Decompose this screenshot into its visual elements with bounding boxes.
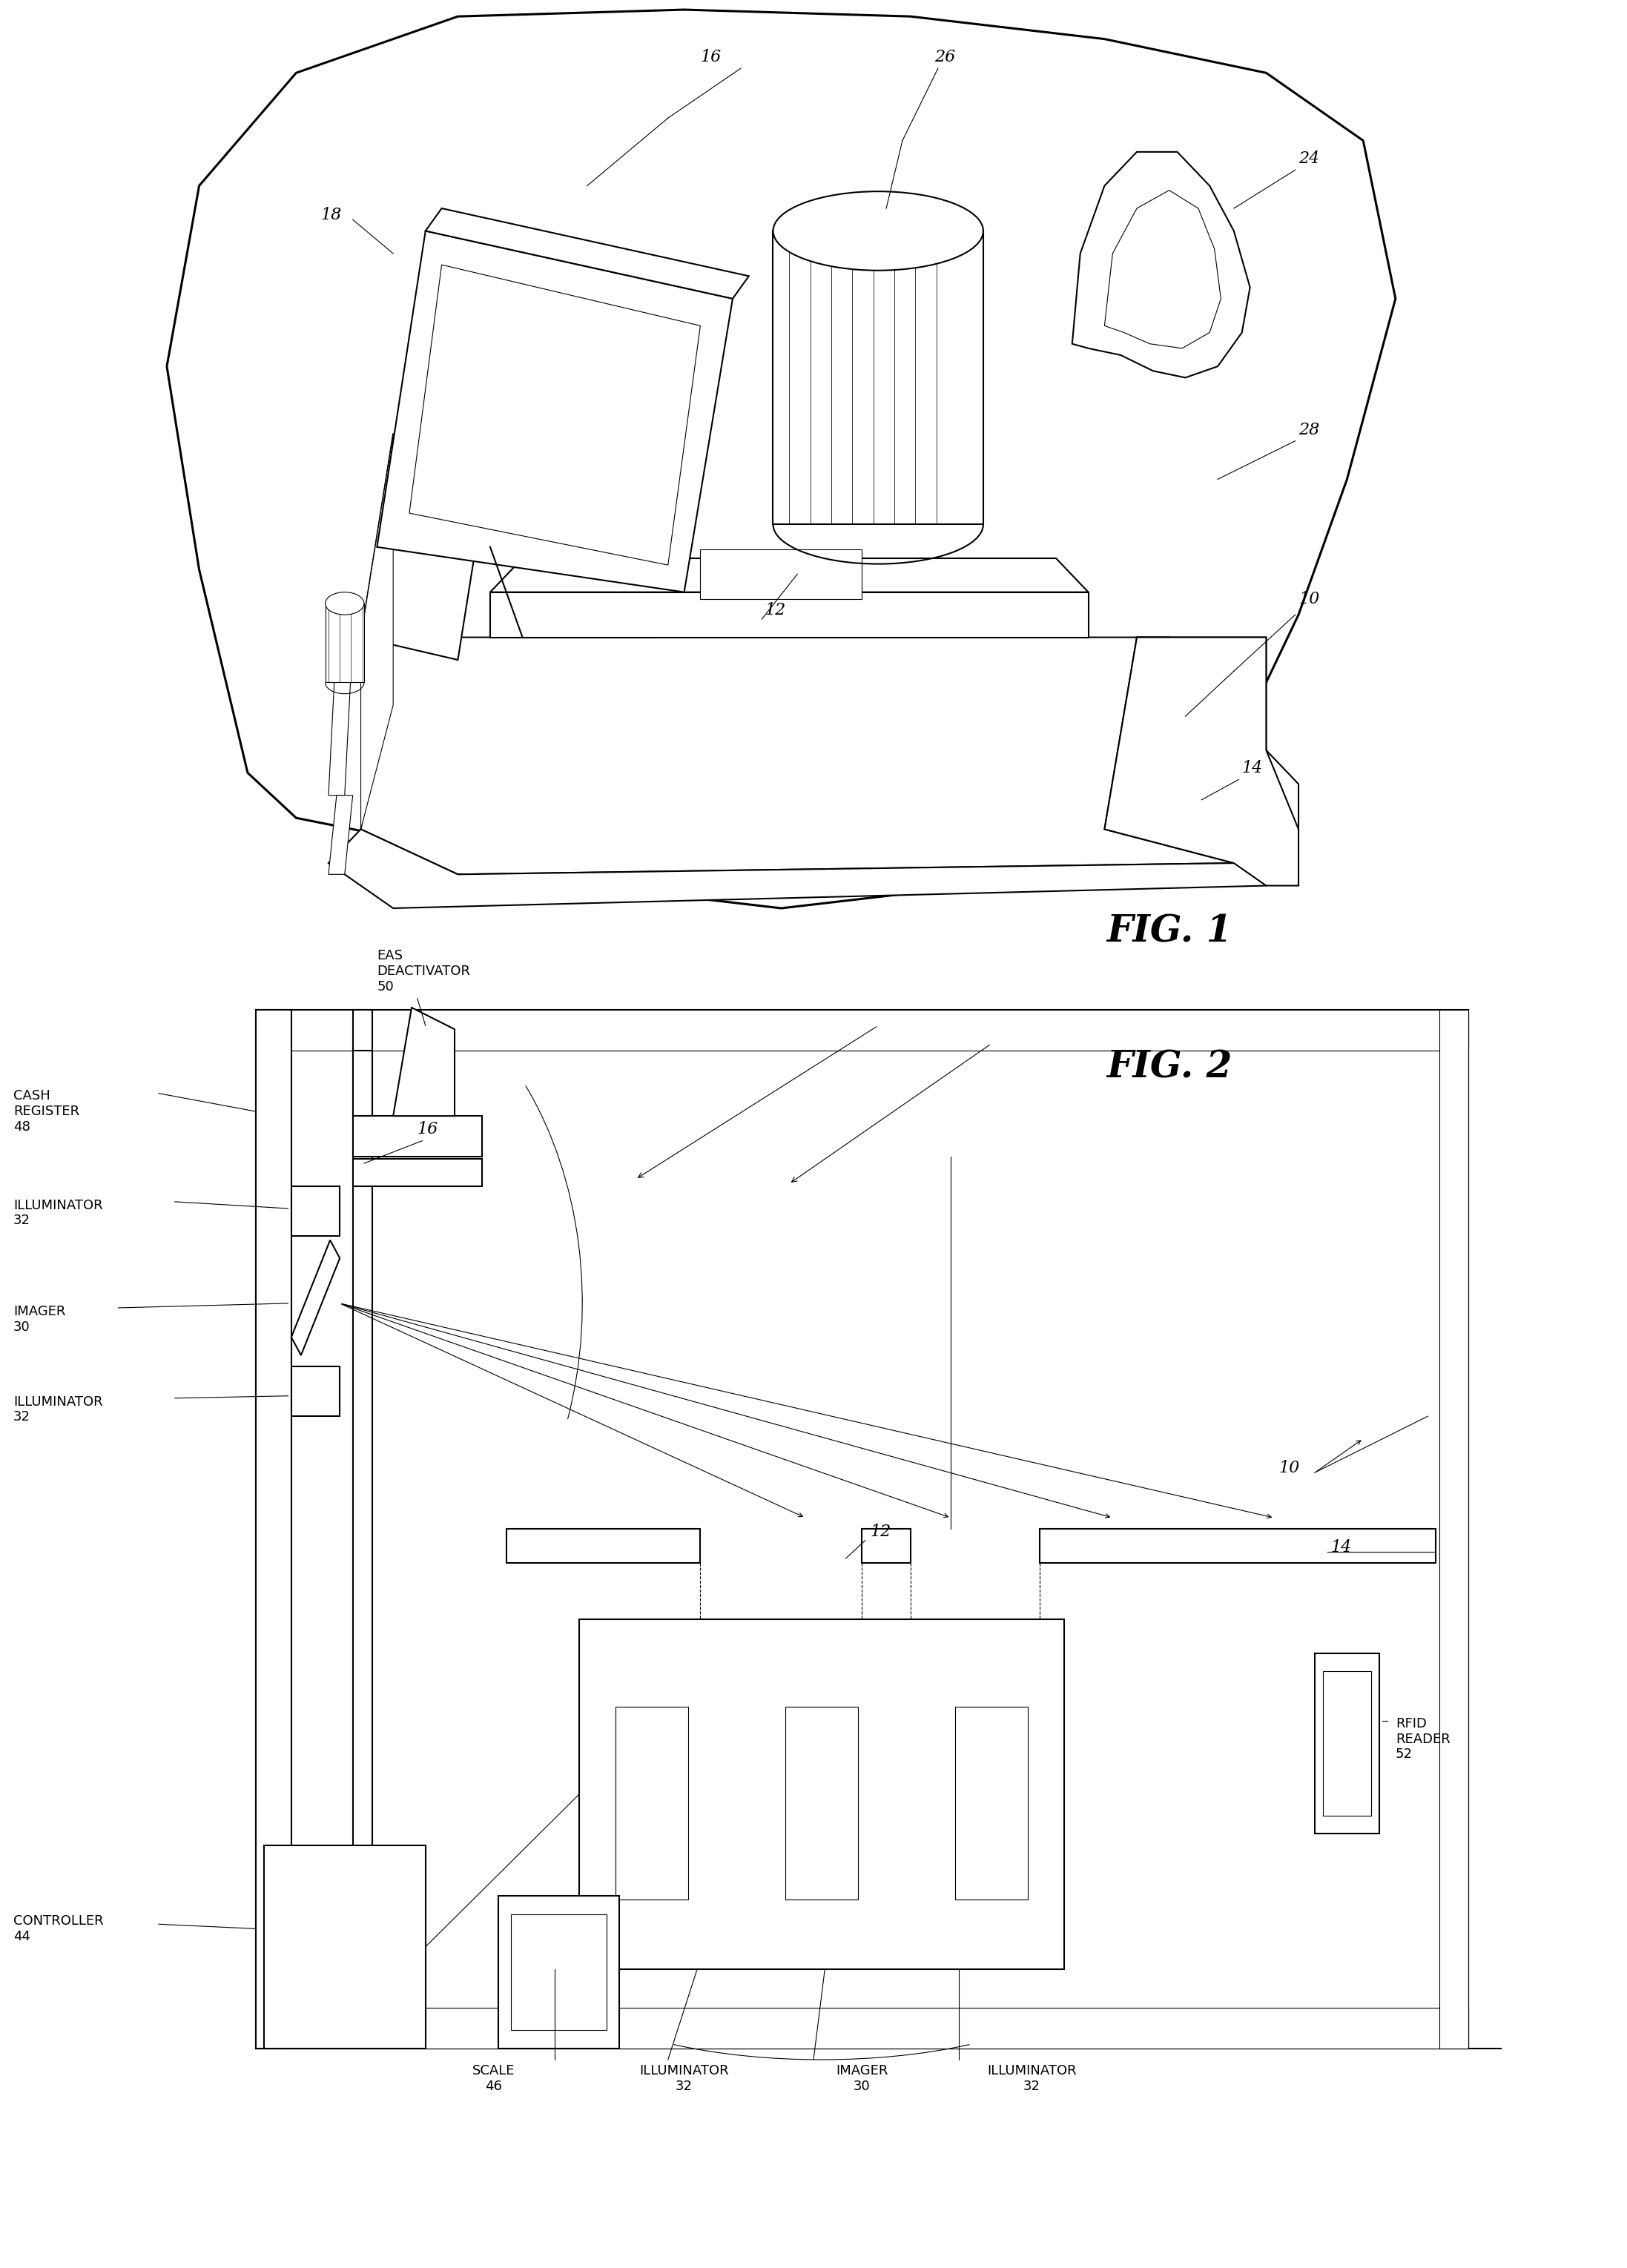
Polygon shape [1072, 152, 1250, 379]
Bar [255, 2007, 1468, 2048]
Polygon shape [329, 796, 353, 875]
Text: CASH
REGISTER
48: CASH REGISTER 48 [13, 1089, 80, 1134]
PathPatch shape [255, 2007, 1468, 2048]
Bar [1040, 1529, 1437, 1563]
PathPatch shape [955, 1708, 1028, 1898]
PathPatch shape [291, 1186, 340, 1236]
PathPatch shape [353, 1050, 373, 1116]
Bar [255, 1009, 1468, 1050]
Text: 10: 10 [1298, 592, 1319, 608]
Polygon shape [773, 231, 983, 524]
PathPatch shape [506, 1529, 700, 1563]
Text: 14: 14 [1241, 760, 1263, 776]
Polygon shape [490, 592, 1088, 637]
Text: 14: 14 [1331, 1540, 1352, 1556]
Text: 18: 18 [321, 206, 342, 222]
Text: 12: 12 [765, 601, 786, 619]
PathPatch shape [1440, 1009, 1468, 2048]
Polygon shape [1105, 637, 1266, 864]
Text: 10: 10 [1279, 1461, 1300, 1476]
Bar [255, 1009, 1468, 2048]
Text: ILLUMINATOR
32: ILLUMINATOR 32 [13, 1395, 103, 1424]
Text: CONTROLLER
44: CONTROLLER 44 [13, 1914, 104, 1944]
Polygon shape [361, 433, 394, 830]
Text: SCALE
46: SCALE 46 [472, 2064, 514, 2093]
PathPatch shape [410, 265, 700, 565]
Polygon shape [410, 265, 700, 565]
Text: 28: 28 [1298, 422, 1319, 438]
Text: 24: 24 [1298, 150, 1319, 168]
Polygon shape [490, 558, 1088, 592]
PathPatch shape [291, 1368, 340, 1415]
PathPatch shape [394, 1007, 454, 1116]
Bar [1315, 1653, 1380, 1835]
Text: IMAGER
30: IMAGER 30 [836, 2064, 888, 2093]
Text: 16: 16 [418, 1120, 438, 1139]
PathPatch shape [615, 1708, 688, 1898]
Bar [291, 1368, 340, 1415]
Polygon shape [329, 637, 353, 796]
Bar [353, 1116, 482, 1157]
Ellipse shape [773, 191, 983, 270]
Text: EAS
DEACTIVATOR
50: EAS DEACTIVATOR 50 [377, 950, 470, 993]
Text: 16: 16 [700, 50, 721, 66]
PathPatch shape [353, 1116, 482, 1157]
Bar [353, 1159, 482, 1186]
Text: 26: 26 [936, 50, 955, 66]
Polygon shape [361, 433, 490, 660]
Polygon shape [426, 209, 748, 299]
Text: IMAGER
30: IMAGER 30 [13, 1304, 65, 1334]
Bar [291, 1186, 340, 1236]
PathPatch shape [490, 558, 1088, 592]
Text: FIG. 1: FIG. 1 [1106, 914, 1232, 950]
Bar [615, 1708, 688, 1898]
Bar [353, 1009, 373, 2007]
Bar [862, 1529, 911, 1563]
Polygon shape [377, 231, 732, 592]
PathPatch shape [353, 1159, 482, 1186]
PathPatch shape [329, 796, 353, 875]
Bar [511, 1914, 607, 2030]
Bar [255, 1009, 291, 2048]
PathPatch shape [255, 1009, 291, 2048]
Bar [700, 549, 862, 599]
PathPatch shape [1105, 637, 1298, 885]
Polygon shape [394, 1007, 454, 1116]
PathPatch shape [490, 592, 1088, 637]
Text: FIG. 2: FIG. 2 [1106, 1050, 1232, 1086]
Polygon shape [329, 751, 1298, 907]
PathPatch shape [361, 433, 490, 660]
Bar [955, 1708, 1028, 1898]
PathPatch shape [1040, 1529, 1437, 1563]
Text: ILLUMINATOR
32: ILLUMINATOR 32 [13, 1198, 103, 1227]
Text: 12: 12 [870, 1524, 892, 1540]
Polygon shape [291, 1241, 340, 1356]
PathPatch shape [1105, 637, 1266, 864]
Bar [786, 1708, 857, 1898]
PathPatch shape [353, 1009, 373, 2007]
Bar [1323, 1672, 1372, 1817]
Bar [264, 1846, 426, 2048]
Bar [506, 1529, 700, 1563]
PathPatch shape [473, 637, 1105, 853]
Bar [1440, 1009, 1468, 2048]
Bar [579, 1619, 1064, 1969]
Bar [498, 1896, 620, 2048]
Text: RFID
READER
52: RFID READER 52 [1396, 1717, 1450, 1762]
Text: ILLUMINATOR
32: ILLUMINATOR 32 [988, 2064, 1077, 2093]
PathPatch shape [255, 1009, 1468, 1050]
PathPatch shape [329, 637, 353, 796]
Text: ILLUMINATOR
32: ILLUMINATOR 32 [639, 2064, 729, 2093]
PathPatch shape [862, 1529, 911, 1563]
Ellipse shape [325, 592, 364, 615]
Polygon shape [361, 637, 1266, 875]
Polygon shape [325, 603, 364, 683]
PathPatch shape [700, 549, 862, 599]
Bar [353, 1050, 373, 1116]
Polygon shape [1105, 637, 1298, 885]
Polygon shape [168, 9, 1396, 907]
PathPatch shape [291, 1241, 340, 1356]
PathPatch shape [377, 231, 732, 592]
